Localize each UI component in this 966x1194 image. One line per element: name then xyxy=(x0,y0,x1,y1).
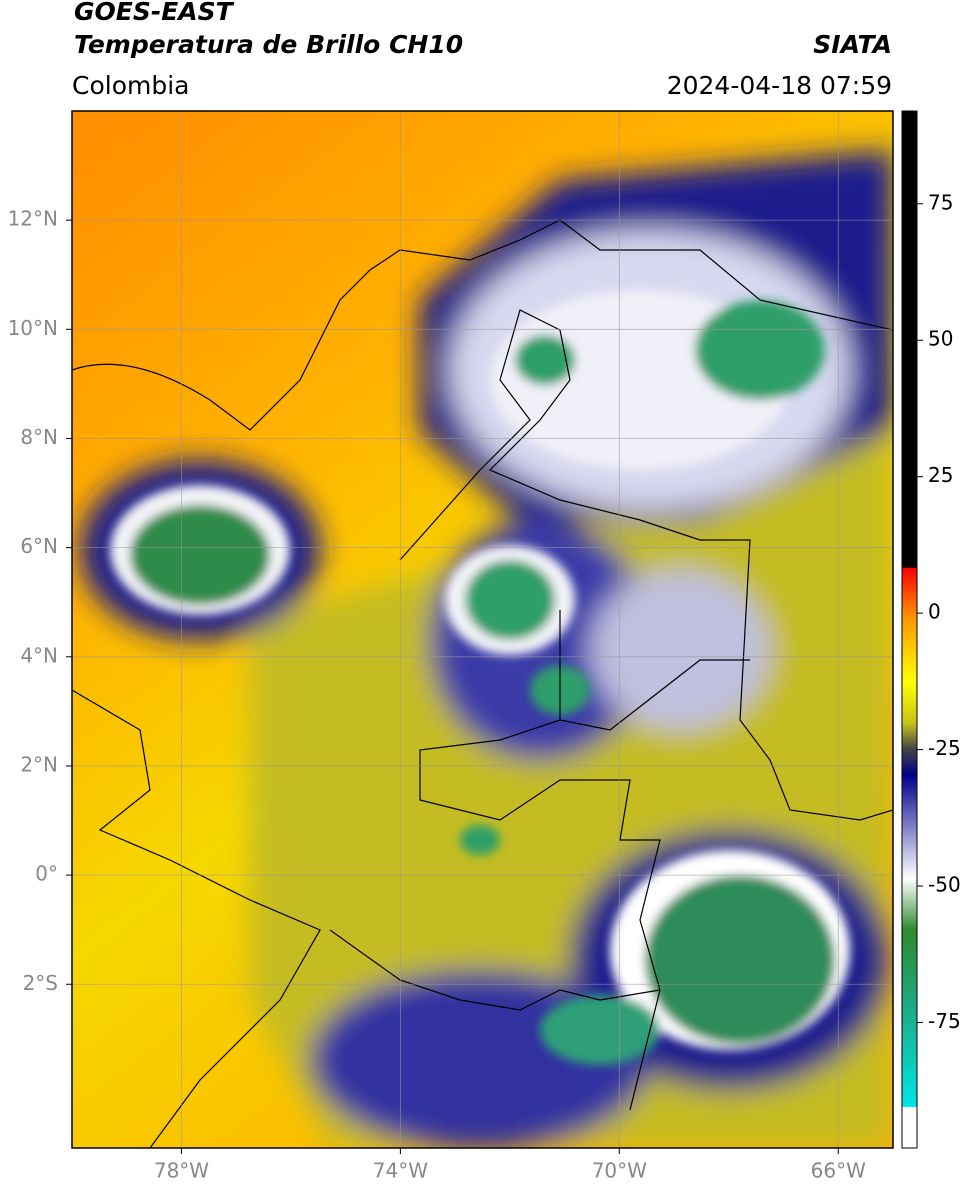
x-tick-label: 70°W xyxy=(592,1159,647,1183)
agency: SIATA xyxy=(813,30,892,59)
x-tick-label: 78°W xyxy=(154,1159,209,1183)
colorbar-tick-label: 50 xyxy=(928,327,953,351)
product: Temperatura de Brillo CH10 xyxy=(74,30,463,59)
map-frame xyxy=(71,110,894,1149)
colorbar-tick-label: -75 xyxy=(928,1009,961,1033)
y-tick-label: 2°S xyxy=(23,971,58,995)
colorbar-tick-label: 0 xyxy=(928,600,941,624)
x-tick-label: 74°W xyxy=(373,1159,428,1183)
colorbar-tick-label: -25 xyxy=(928,736,961,760)
region: Colombia xyxy=(72,71,189,100)
x-tick-label: 66°W xyxy=(811,1159,866,1183)
y-tick-label: 10°N xyxy=(8,316,58,340)
y-tick-label: 2°N xyxy=(20,752,58,776)
y-tick-label: 4°N xyxy=(20,643,58,667)
y-tick-label: 0° xyxy=(35,862,58,886)
colorbar-tick-label: -50 xyxy=(928,873,961,897)
colorbar xyxy=(901,110,918,1149)
colorbar-tick-label: 25 xyxy=(928,463,953,487)
source: GOES-EAST xyxy=(74,0,235,26)
satellite-image xyxy=(72,111,893,1148)
y-tick-label: 8°N xyxy=(20,425,58,449)
y-tick-label: 6°N xyxy=(20,534,58,558)
graticule xyxy=(72,111,893,1148)
y-tick-label: 12°N xyxy=(8,207,58,231)
timestamp: 2024-04-18 07:59 xyxy=(667,71,892,100)
colorbar-tick-label: 75 xyxy=(928,190,953,214)
